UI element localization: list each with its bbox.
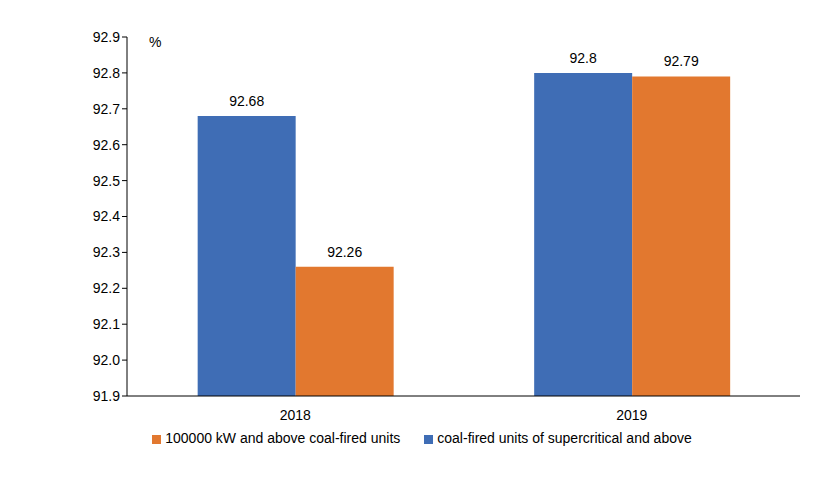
svg-text:92.5: 92.5 (93, 173, 120, 189)
svg-text:92.1: 92.1 (93, 316, 120, 332)
svg-text:92.3: 92.3 (93, 244, 120, 260)
svg-text:91.9: 91.9 (93, 388, 120, 404)
svg-text:92.4: 92.4 (93, 208, 120, 224)
svg-text:92.8: 92.8 (93, 65, 120, 81)
svg-text:2018: 2018 (280, 407, 311, 423)
svg-text:92.0: 92.0 (93, 352, 120, 368)
svg-text:92.9: 92.9 (93, 29, 120, 45)
svg-text:92.8: 92.8 (570, 50, 597, 66)
svg-text:2019: 2019 (616, 407, 647, 423)
svg-text:92.79: 92.79 (664, 53, 699, 69)
html-text:100000 kW and above coal-fired: 100000 kW and above coal-fired units (165, 430, 401, 446)
svg-text:92.7: 92.7 (93, 101, 120, 117)
svg-text:92.2: 92.2 (93, 280, 120, 296)
svg-text:92.26: 92.26 (327, 244, 362, 260)
svg-text:92.6: 92.6 (93, 137, 120, 153)
svg-text:92.68: 92.68 (229, 93, 264, 109)
html-text:coal-fired units of supercriti: coal-fired units of supercritical and ab… (437, 430, 692, 446)
